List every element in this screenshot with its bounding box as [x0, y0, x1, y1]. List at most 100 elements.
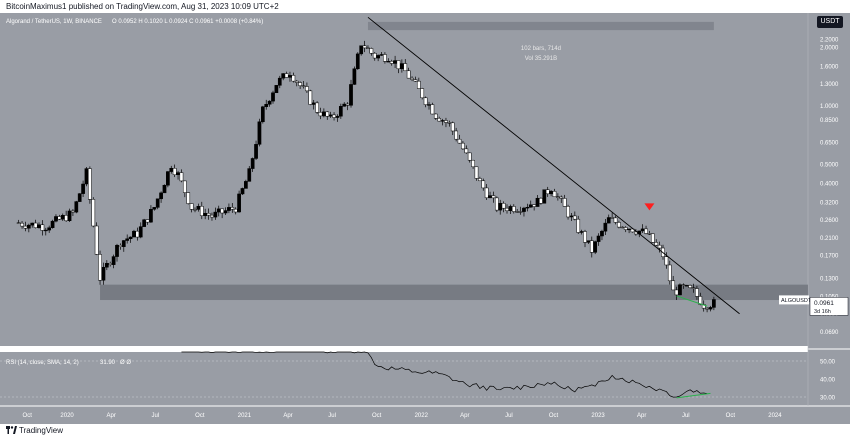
candle-body [138, 226, 143, 238]
candle-body [345, 103, 350, 106]
candle-body [169, 168, 174, 172]
candle-body [104, 263, 109, 268]
candle-body [525, 207, 530, 209]
last-price-value: 0.0961 [814, 300, 834, 307]
candle-body [488, 195, 492, 199]
candle-body [233, 208, 238, 213]
candle-body [684, 285, 689, 287]
candle-body [464, 148, 469, 154]
footer-bar: TradingView [0, 424, 850, 439]
candle-body [545, 189, 550, 195]
support-zone [100, 284, 809, 301]
candle-body [576, 218, 581, 233]
candle-body [291, 75, 296, 82]
candle-body [552, 191, 557, 198]
candle-body [244, 181, 248, 189]
price-scale-background [808, 13, 850, 406]
candle-body [688, 285, 692, 289]
candle-body [349, 84, 353, 106]
candle-body [572, 215, 577, 220]
candle-body [203, 213, 208, 216]
candle-body [132, 230, 136, 238]
candle-body [40, 224, 45, 231]
candle-body [193, 209, 197, 211]
candle-body [708, 307, 713, 310]
currency-badge[interactable]: USDT [817, 16, 843, 28]
bearish-arrow-icon [644, 203, 655, 211]
time-tick-label: 2024 [768, 413, 782, 419]
candle-body [23, 225, 28, 229]
candle-body [532, 204, 536, 207]
candle-body [60, 215, 65, 220]
candle-body [712, 299, 716, 308]
candle-body [596, 235, 601, 242]
candle-body [474, 166, 479, 179]
candle-body [698, 296, 703, 305]
candle-body [294, 80, 299, 83]
candle-body [583, 231, 587, 243]
candle-body [586, 240, 591, 243]
price-tick-label: 0.4000 [820, 182, 839, 188]
candle-body [115, 244, 119, 257]
time-tick-label: Oct [726, 413, 736, 419]
candle-body [355, 53, 360, 69]
candle-body [671, 280, 676, 291]
candle-body [705, 307, 709, 310]
candle-body [254, 144, 258, 159]
ohlc-values: O 0.0952 H 0.1020 L 0.0924 C 0.0961 +0.0… [112, 19, 263, 25]
price-tick-label: 0.6500 [820, 141, 839, 147]
candle-body [454, 130, 458, 140]
candle-body [562, 198, 567, 207]
candle-body [535, 197, 540, 207]
candle-body [566, 206, 570, 218]
candle-body [267, 100, 272, 105]
candle-body [71, 210, 75, 213]
candle-body [43, 229, 48, 232]
candle-body [362, 45, 367, 49]
symbol-tag-bg [779, 295, 809, 305]
candle-body [176, 172, 180, 175]
candle-body [484, 187, 489, 199]
candle-body [494, 197, 499, 211]
candle-body [617, 222, 621, 228]
candle-body [57, 216, 62, 220]
candle-body [369, 48, 374, 54]
candle-body [281, 73, 286, 79]
candle-body [135, 230, 140, 238]
tradingview-logo-icon[interactable] [6, 426, 17, 434]
time-tick-label: 2022 [415, 413, 429, 419]
candle-body [91, 199, 96, 227]
price-tick-label: 2.2000 [820, 38, 839, 44]
candle-body [467, 152, 472, 161]
rsi-tick-label: 40.00 [820, 378, 836, 384]
time-tick-label: 2023 [591, 413, 605, 419]
candle-body [427, 104, 431, 106]
candle-body [457, 138, 462, 144]
candle-body [166, 171, 170, 186]
candle-body [400, 63, 404, 70]
candle-body [644, 228, 648, 234]
candle-body [328, 114, 333, 117]
candle-body [508, 206, 513, 211]
time-tick-label: Oct [549, 413, 559, 419]
symbol-tag: ALGOUSDT [781, 298, 812, 304]
price-tick-label: 0.5000 [820, 163, 839, 169]
candle-body [125, 238, 130, 241]
candle-body [342, 103, 347, 107]
candle-body [603, 222, 608, 232]
candle-body [413, 79, 418, 82]
candle-body [159, 192, 163, 200]
candle-body [16, 222, 21, 224]
candle-body [695, 288, 699, 297]
candle-body [389, 61, 394, 64]
candle-body [264, 104, 269, 108]
candle-body [111, 256, 116, 265]
candle-body [559, 196, 564, 199]
candle-body [650, 233, 655, 243]
time-tick-label: Apr [460, 413, 469, 419]
price-tick-label: 0.1700 [820, 254, 839, 260]
price-tick-label: 0.8500 [820, 118, 839, 124]
chart-canvas[interactable]: Algorand / TetherUS, 1W, BINANCE O 0.0952… [0, 0, 850, 424]
candle-body [121, 240, 126, 247]
